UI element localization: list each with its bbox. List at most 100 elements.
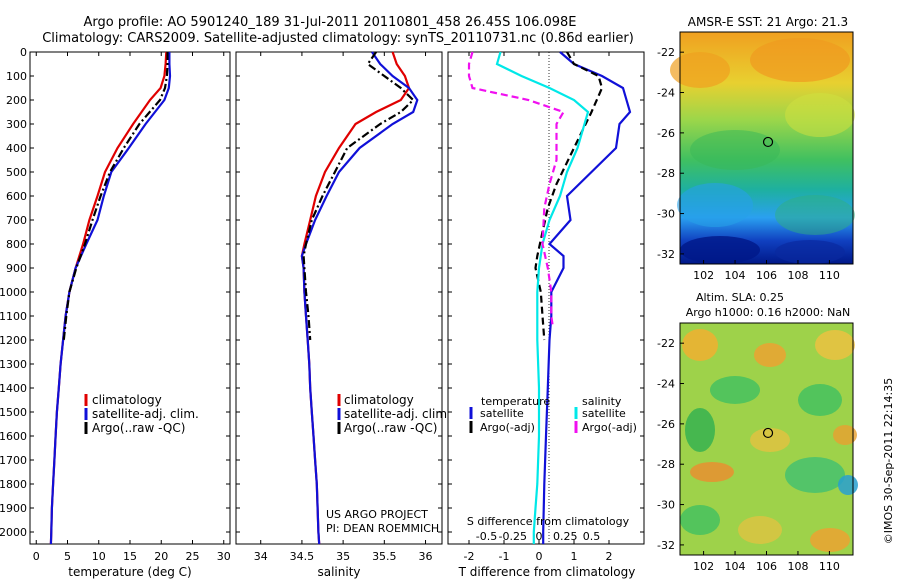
sla-map-patches (680, 329, 858, 552)
x-tick-label: 0 (536, 550, 543, 563)
sla-patch (680, 505, 720, 535)
salinity-lines (300, 51, 419, 545)
difference-lines (467, 51, 632, 544)
sla-patch (815, 330, 855, 360)
x-tick-label: 2 (606, 550, 613, 563)
difference-xlabel-top: S difference from climatology (467, 515, 630, 528)
sla-map-panel: Altim. SLA: 0.25 Argo h1000: 0.16 h2000:… (657, 291, 858, 573)
sla-patch (750, 428, 790, 452)
depth-tick-label: 100 (6, 70, 27, 83)
legend-label-s-satellite: satellite (582, 407, 626, 420)
legend-label-argo: Argo(..raw -QC) (344, 421, 437, 435)
sst-patch (670, 52, 730, 88)
x-tick-label: 36 (419, 550, 433, 563)
depth-tick-label: 800 (6, 238, 27, 251)
depth-tick-label: 1400 (0, 382, 27, 395)
x-tick-label: 0 (33, 550, 40, 563)
sla-patch (682, 329, 718, 361)
sst-patch (750, 38, 850, 82)
map-y-tick-label: -28 (657, 458, 675, 471)
sla-patch (754, 343, 786, 367)
x-tick-label: 30 (217, 550, 231, 563)
sla-patch (710, 376, 760, 404)
s-tick-label: -0.5 (476, 530, 497, 543)
difference-x-ticks: -2 -1 0 1 2 (464, 52, 613, 563)
x-tick-label: 1 (571, 550, 578, 563)
depth-tick-label: 1500 (0, 406, 27, 419)
difference-xlabel: T difference from climatology (458, 565, 636, 579)
x-tick-label: -2 (464, 550, 475, 563)
map-y-tick-label: -26 (657, 418, 675, 431)
copyright-side-label: ©IMOS 30-Sep-2011 22:14:35 (882, 378, 895, 544)
difference-axes-box (447, 51, 645, 545)
salinity-x-ticks: 34 34.5 35 35.5 36 (254, 52, 433, 563)
depth-tick-label: 1200 (0, 334, 27, 347)
map-y-tick-label: -32 (657, 248, 675, 261)
x-tick-label: 34 (254, 550, 268, 563)
temperature-lines (49, 51, 172, 545)
map-y-tick-label: -28 (657, 167, 675, 180)
series-line (542, 51, 632, 544)
sst-patch (785, 93, 855, 137)
sst-patch (677, 183, 753, 227)
salinity-legend: climatology satellite-adj. clim. Argo(..… (337, 393, 451, 435)
depth-tick-label: 2000 (0, 526, 27, 539)
project-annotation-line2: PI: DEAN ROEMMICH (326, 522, 439, 535)
legend-label-t-argo: Argo(-adj) (480, 421, 535, 434)
depth-tick-label: 1700 (0, 454, 27, 467)
legend-title-salinity: salinity (582, 395, 622, 408)
map-x-tick-label: 110 (819, 560, 840, 573)
x-tick-label: 35 (336, 550, 350, 563)
series-line (495, 51, 590, 544)
map-x-tick-label: 102 (693, 560, 714, 573)
legend-label-climatology: climatology (344, 393, 414, 407)
depth-tick-label: 1300 (0, 358, 27, 371)
legend-label-t-satellite: satellite (480, 407, 524, 420)
map-x-tick-label: 106 (756, 269, 777, 282)
series-line (62, 52, 169, 341)
sst-patch (775, 240, 845, 264)
x-tick-label: 15 (123, 550, 137, 563)
depth-tick-label: 1000 (0, 286, 27, 299)
sst-map-title: AMSR-E SST: 21 Argo: 21.3 (688, 15, 848, 29)
map-y-tick-label: -22 (657, 46, 675, 59)
depth-tick-label: 1100 (0, 310, 27, 323)
temperature-x-ticks: 0 5 10 15 20 25 30 (33, 52, 231, 563)
depth-tick-label: 700 (6, 214, 27, 227)
salinity-difference-ticks: -0.5 -0.25 0 0.25 0.5 (476, 530, 600, 543)
depth-tick-label: 900 (6, 262, 27, 275)
sla-map-ticks: 102 104 106 108 110 -22 -24 -26 -28 -30 -32 (657, 337, 840, 573)
series-line (302, 51, 415, 341)
temperature-legend: climatology satellite-adj. clim. Argo(..… (84, 393, 199, 435)
series-line (534, 51, 604, 341)
depth-tick-label: 1600 (0, 430, 27, 443)
map-y-tick-label: -24 (657, 378, 675, 391)
sst-map-ticks: 102 104 106 108 110 -22 -24 -26 -28 -30 -32 (657, 46, 840, 282)
sla-patch (810, 528, 850, 552)
map-y-tick-label: -30 (657, 208, 675, 221)
depth-tick-label: 1800 (0, 478, 27, 491)
map-y-tick-label: -26 (657, 127, 675, 140)
map-x-tick-label: 104 (725, 560, 746, 573)
depth-tick-label: 300 (6, 118, 27, 131)
depth-tick-label: 400 (6, 142, 27, 155)
x-tick-label: 34.5 (290, 550, 315, 563)
s-tick-label: 0.25 (553, 530, 578, 543)
map-x-tick-label: 106 (756, 560, 777, 573)
difference-legend: temperature salinity satellite Argo(-adj… (469, 395, 637, 434)
difference-panel: -2 -1 0 1 2 -0.5 -0.25 0 0.25 0.5 S difference f… (447, 51, 645, 579)
sla-patch (690, 462, 734, 482)
x-tick-label: 20 (154, 550, 168, 563)
series-line (467, 51, 566, 329)
map-y-tick-label: -24 (657, 87, 675, 100)
depth-ticks: 0 100 200 300 400 500 600 700 800 900 1000 1100 1200… (0, 46, 27, 539)
temperature-axes-box (29, 51, 231, 545)
figure-title-line2: Climatology: CARS2009. Satellite-adjuste… (42, 31, 634, 46)
depth-tick-label: 1900 (0, 502, 27, 515)
sla-patch (685, 408, 715, 452)
legend-label-argo: Argo(..raw -QC) (92, 421, 185, 435)
map-x-tick-label: 108 (787, 560, 808, 573)
map-x-tick-label: 110 (819, 269, 840, 282)
map-x-tick-label: 104 (725, 269, 746, 282)
